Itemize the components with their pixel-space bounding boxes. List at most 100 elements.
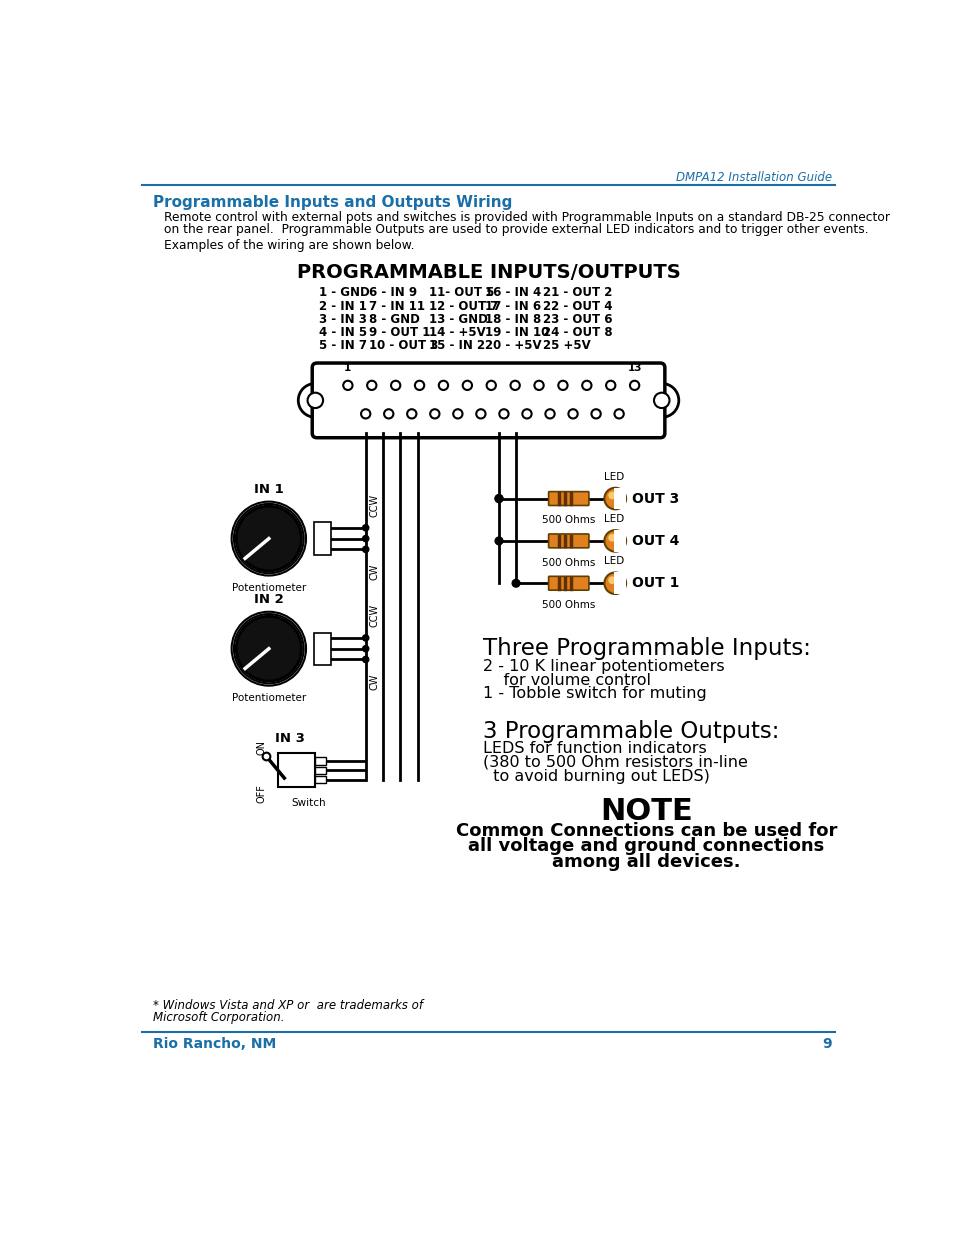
Text: CW: CW xyxy=(370,673,379,690)
Circle shape xyxy=(462,380,472,390)
Circle shape xyxy=(522,409,531,419)
Circle shape xyxy=(608,534,616,542)
Circle shape xyxy=(236,506,301,571)
Circle shape xyxy=(604,573,625,594)
Text: 3 - IN 3: 3 - IN 3 xyxy=(319,312,367,326)
Text: OFF: OFF xyxy=(255,784,266,803)
Circle shape xyxy=(534,380,543,390)
Text: (380 to 500 Ohm resistors in-line: (380 to 500 Ohm resistors in-line xyxy=(483,755,747,769)
Text: 10 - OUT 3: 10 - OUT 3 xyxy=(369,338,437,352)
Circle shape xyxy=(298,383,332,417)
Text: 500 Ohms: 500 Ohms xyxy=(541,600,595,610)
Circle shape xyxy=(545,409,554,419)
Text: 3 Programmable Outputs:: 3 Programmable Outputs: xyxy=(483,720,779,742)
Text: 5 - IN 7: 5 - IN 7 xyxy=(319,338,367,352)
Bar xyxy=(315,757,326,764)
Text: 24 - OUT 8: 24 - OUT 8 xyxy=(542,326,612,338)
Circle shape xyxy=(558,380,567,390)
Text: LED: LED xyxy=(603,556,623,567)
FancyBboxPatch shape xyxy=(548,534,588,548)
Text: 8 - GND: 8 - GND xyxy=(369,312,419,326)
Text: Remote control with external pots and switches is provided with Programmable Inp: Remote control with external pots and sw… xyxy=(164,211,889,224)
Circle shape xyxy=(391,380,400,390)
Circle shape xyxy=(654,393,669,408)
Text: Microsoft Corporation.: Microsoft Corporation. xyxy=(152,1011,284,1024)
Bar xyxy=(314,522,331,555)
Text: CCW: CCW xyxy=(370,604,379,627)
Circle shape xyxy=(495,495,502,503)
Text: 20 - +5V: 20 - +5V xyxy=(484,338,541,352)
Text: 500 Ohms: 500 Ohms xyxy=(541,515,595,525)
Text: all voltage and ground connections: all voltage and ground connections xyxy=(468,837,823,856)
Text: 9 - OUT 1: 9 - OUT 1 xyxy=(369,326,430,338)
FancyBboxPatch shape xyxy=(613,573,625,594)
Text: 500 Ohms: 500 Ohms xyxy=(541,558,595,568)
Circle shape xyxy=(614,409,623,419)
Text: 7 - IN 11: 7 - IN 11 xyxy=(369,300,424,312)
Circle shape xyxy=(605,380,615,390)
Circle shape xyxy=(495,537,502,545)
Text: Examples of the wiring are shown below.: Examples of the wiring are shown below. xyxy=(164,238,415,252)
Circle shape xyxy=(495,495,502,503)
Circle shape xyxy=(367,380,376,390)
Circle shape xyxy=(384,409,393,419)
Circle shape xyxy=(232,611,306,685)
Text: to avoid burning out LEDS): to avoid burning out LEDS) xyxy=(483,769,710,784)
Circle shape xyxy=(512,579,519,587)
Text: CW: CW xyxy=(370,563,379,580)
Text: 2 - IN 1: 2 - IN 1 xyxy=(319,300,367,312)
Bar xyxy=(315,767,326,774)
Circle shape xyxy=(362,536,369,542)
Text: OUT 3: OUT 3 xyxy=(632,492,679,505)
Text: 13: 13 xyxy=(627,363,641,373)
Text: 25 +5V: 25 +5V xyxy=(542,338,590,352)
Text: Switch: Switch xyxy=(292,798,326,808)
Text: Common Connections can be used for: Common Connections can be used for xyxy=(456,823,836,840)
Circle shape xyxy=(604,530,625,552)
Circle shape xyxy=(233,614,303,683)
Text: LED: LED xyxy=(603,514,623,524)
Circle shape xyxy=(362,546,369,552)
Text: 19 - IN 10: 19 - IN 10 xyxy=(484,326,549,338)
Text: Three Programmable Inputs:: Three Programmable Inputs: xyxy=(483,637,810,661)
Circle shape xyxy=(362,635,369,641)
Circle shape xyxy=(644,383,679,417)
Circle shape xyxy=(476,409,485,419)
FancyBboxPatch shape xyxy=(613,488,625,509)
Text: 12 - OUT 7: 12 - OUT 7 xyxy=(429,300,498,312)
Circle shape xyxy=(236,616,301,680)
Circle shape xyxy=(236,506,301,571)
Circle shape xyxy=(430,409,439,419)
Circle shape xyxy=(608,577,616,584)
Circle shape xyxy=(486,380,496,390)
Circle shape xyxy=(604,488,625,509)
Circle shape xyxy=(362,656,369,662)
Text: PROGRAMMABLE INPUTS/OUTPUTS: PROGRAMMABLE INPUTS/OUTPUTS xyxy=(296,263,680,283)
Circle shape xyxy=(581,380,591,390)
Text: 18 - IN 8: 18 - IN 8 xyxy=(484,312,540,326)
Text: NOTE: NOTE xyxy=(599,798,692,826)
Circle shape xyxy=(453,409,462,419)
Text: Rio Rancho, NM: Rio Rancho, NM xyxy=(152,1036,275,1051)
Circle shape xyxy=(438,380,448,390)
Text: Programmable Inputs and Outputs Wiring: Programmable Inputs and Outputs Wiring xyxy=(152,195,512,210)
Circle shape xyxy=(591,409,600,419)
Text: Potentiometer: Potentiometer xyxy=(232,583,306,593)
Text: LEDS for function indicators: LEDS for function indicators xyxy=(483,741,706,756)
Circle shape xyxy=(629,380,639,390)
Text: 13 - GND: 13 - GND xyxy=(429,312,488,326)
Text: IN 1: IN 1 xyxy=(253,483,283,495)
Text: 17 - IN 6: 17 - IN 6 xyxy=(484,300,540,312)
Text: 1 - GND: 1 - GND xyxy=(319,287,370,299)
Text: 14 - +5V: 14 - +5V xyxy=(429,326,485,338)
Text: DMPA12 Installation Guide: DMPA12 Installation Guide xyxy=(676,170,831,184)
Circle shape xyxy=(307,393,323,408)
FancyBboxPatch shape xyxy=(548,577,588,590)
FancyBboxPatch shape xyxy=(548,492,588,505)
FancyBboxPatch shape xyxy=(312,363,664,437)
Text: OUT 4: OUT 4 xyxy=(632,534,679,548)
Text: 22 - OUT 4: 22 - OUT 4 xyxy=(542,300,612,312)
Circle shape xyxy=(232,501,306,576)
Text: ON: ON xyxy=(255,740,266,755)
Text: 2 - 10 K linear potentiometers: 2 - 10 K linear potentiometers xyxy=(483,658,724,674)
